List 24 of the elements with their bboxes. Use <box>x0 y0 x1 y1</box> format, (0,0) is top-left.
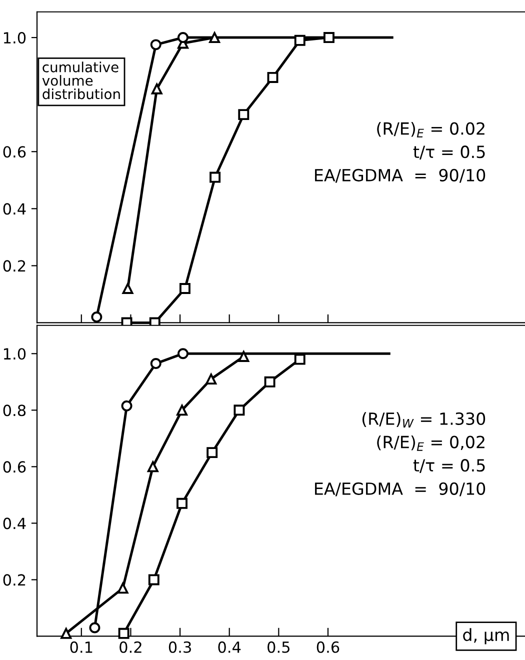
annotation: t/τ = 0.5 <box>413 459 485 473</box>
y-tick-label: 0.4 <box>3 203 26 215</box>
y-tick-label: 0.2 <box>3 574 26 586</box>
y-tick-label: 0.6 <box>3 146 26 158</box>
y-tick-label: 0.8 <box>3 404 26 416</box>
annotation: t/τ = 0.5 <box>413 146 485 160</box>
annotation: (R/E)$_{W}$ = 1.330 <box>362 412 486 428</box>
annotation: (R/E)$_{E}$ = 0,02 <box>377 435 484 451</box>
x-tick-label: 0.1 <box>70 641 92 653</box>
x-tick-label: 0.4 <box>218 641 241 653</box>
annotation: EA/EGDMA = 90/10 <box>315 168 486 183</box>
y-tick-label: 0.4 <box>3 518 26 530</box>
y-axis-title: cumulative volume distribution <box>42 62 120 100</box>
x-tick-label: 0.2 <box>120 641 142 653</box>
y-tick-label: 0.2 <box>3 260 26 272</box>
x-tick-label: 0.3 <box>168 641 191 653</box>
y-tick-label: 0.6 <box>3 461 26 473</box>
x-tick-label: 0.5 <box>268 641 290 653</box>
annotation: EA/EGDMA = 90/10 <box>315 482 486 496</box>
annotation: (R/E)$_{E}$ = 0.02 <box>377 122 484 138</box>
y-tick-label: 1.0 <box>4 348 26 360</box>
x-axis-title: d, μm <box>463 628 509 644</box>
x-tick-label: 0.6 <box>316 641 340 653</box>
y-tick-label: 1.0 <box>4 32 26 44</box>
